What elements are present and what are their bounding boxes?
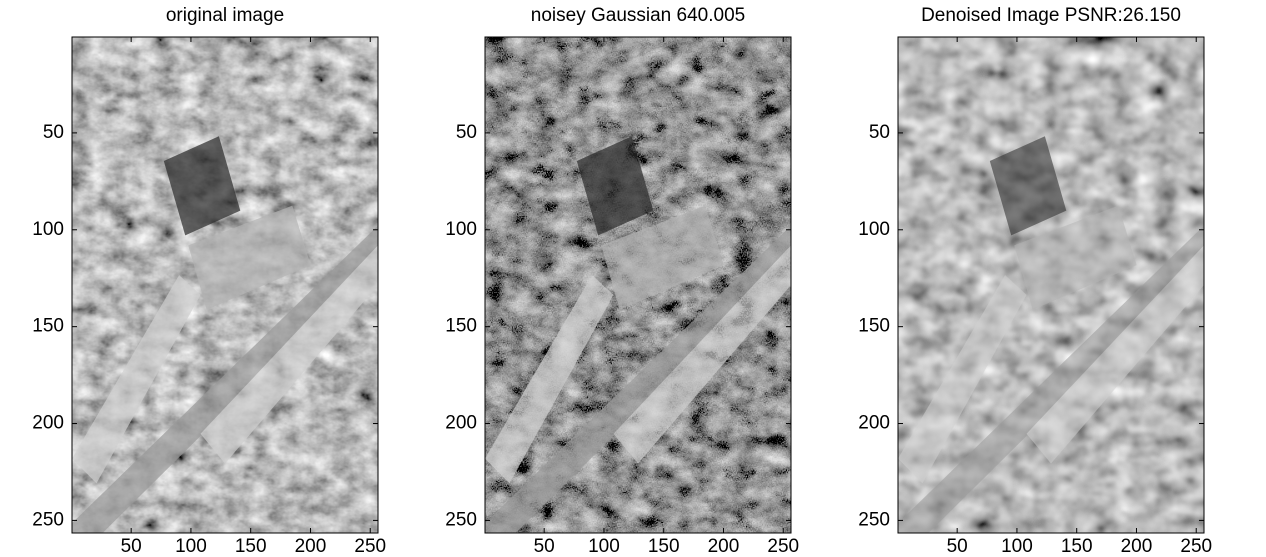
y-tick-label: 100 [858,219,890,240]
x-tick-label: 100 [175,536,207,557]
y-tick-label: 150 [858,316,890,337]
x-tick-label: 50 [534,536,555,557]
x-tick-label: 250 [354,536,386,557]
x-tick-label: 150 [1061,536,1093,557]
image-axes: 50 100 150 200 250 50 100 150 200 250 Denoised Ima… [858,5,1212,557]
y-tick-label: 150 [445,316,477,337]
image-axes: 50 100 150 200 250 50 100 150 200 250 noisey Gauss… [445,5,799,557]
y-tick-label: 200 [445,413,477,434]
axes-title: noisey Gaussian 640.005 [531,5,745,26]
y-tick-label: 50 [456,122,477,143]
x-tick-label: 250 [1180,536,1212,557]
x-tick-label: 150 [648,536,680,557]
axes-title: original image [166,5,284,26]
axes-title: Denoised Image PSNR:26.150 [921,5,1181,26]
x-tick-label: 200 [295,536,327,557]
x-tick-label: 200 [708,536,740,557]
y-tick-label: 50 [869,122,890,143]
x-tick-label: 50 [121,536,142,557]
x-tick-label: 150 [235,536,267,557]
y-tick-label: 100 [32,219,64,240]
page: 50 100 150 200 250 50 100 150 200 250 original ima… [0,0,1266,557]
figure: 50 100 150 200 250 50 100 150 200 250 original ima… [0,0,1266,557]
x-tick-label: 50 [947,536,968,557]
x-tick-label: 250 [767,536,799,557]
y-tick-label: 250 [32,509,64,530]
y-tick-label: 250 [858,509,890,530]
y-tick-label: 200 [858,413,890,434]
y-tick-label: 150 [32,316,64,337]
x-tick-label: 100 [1001,536,1033,557]
x-tick-label: 200 [1121,536,1153,557]
y-tick-label: 100 [445,219,477,240]
y-tick-label: 200 [32,413,64,434]
x-tick-label: 100 [588,536,620,557]
y-tick-label: 250 [445,509,477,530]
image-axes: 50 100 150 200 250 50 100 150 200 250 original ima… [32,5,386,557]
y-tick-label: 50 [43,122,64,143]
